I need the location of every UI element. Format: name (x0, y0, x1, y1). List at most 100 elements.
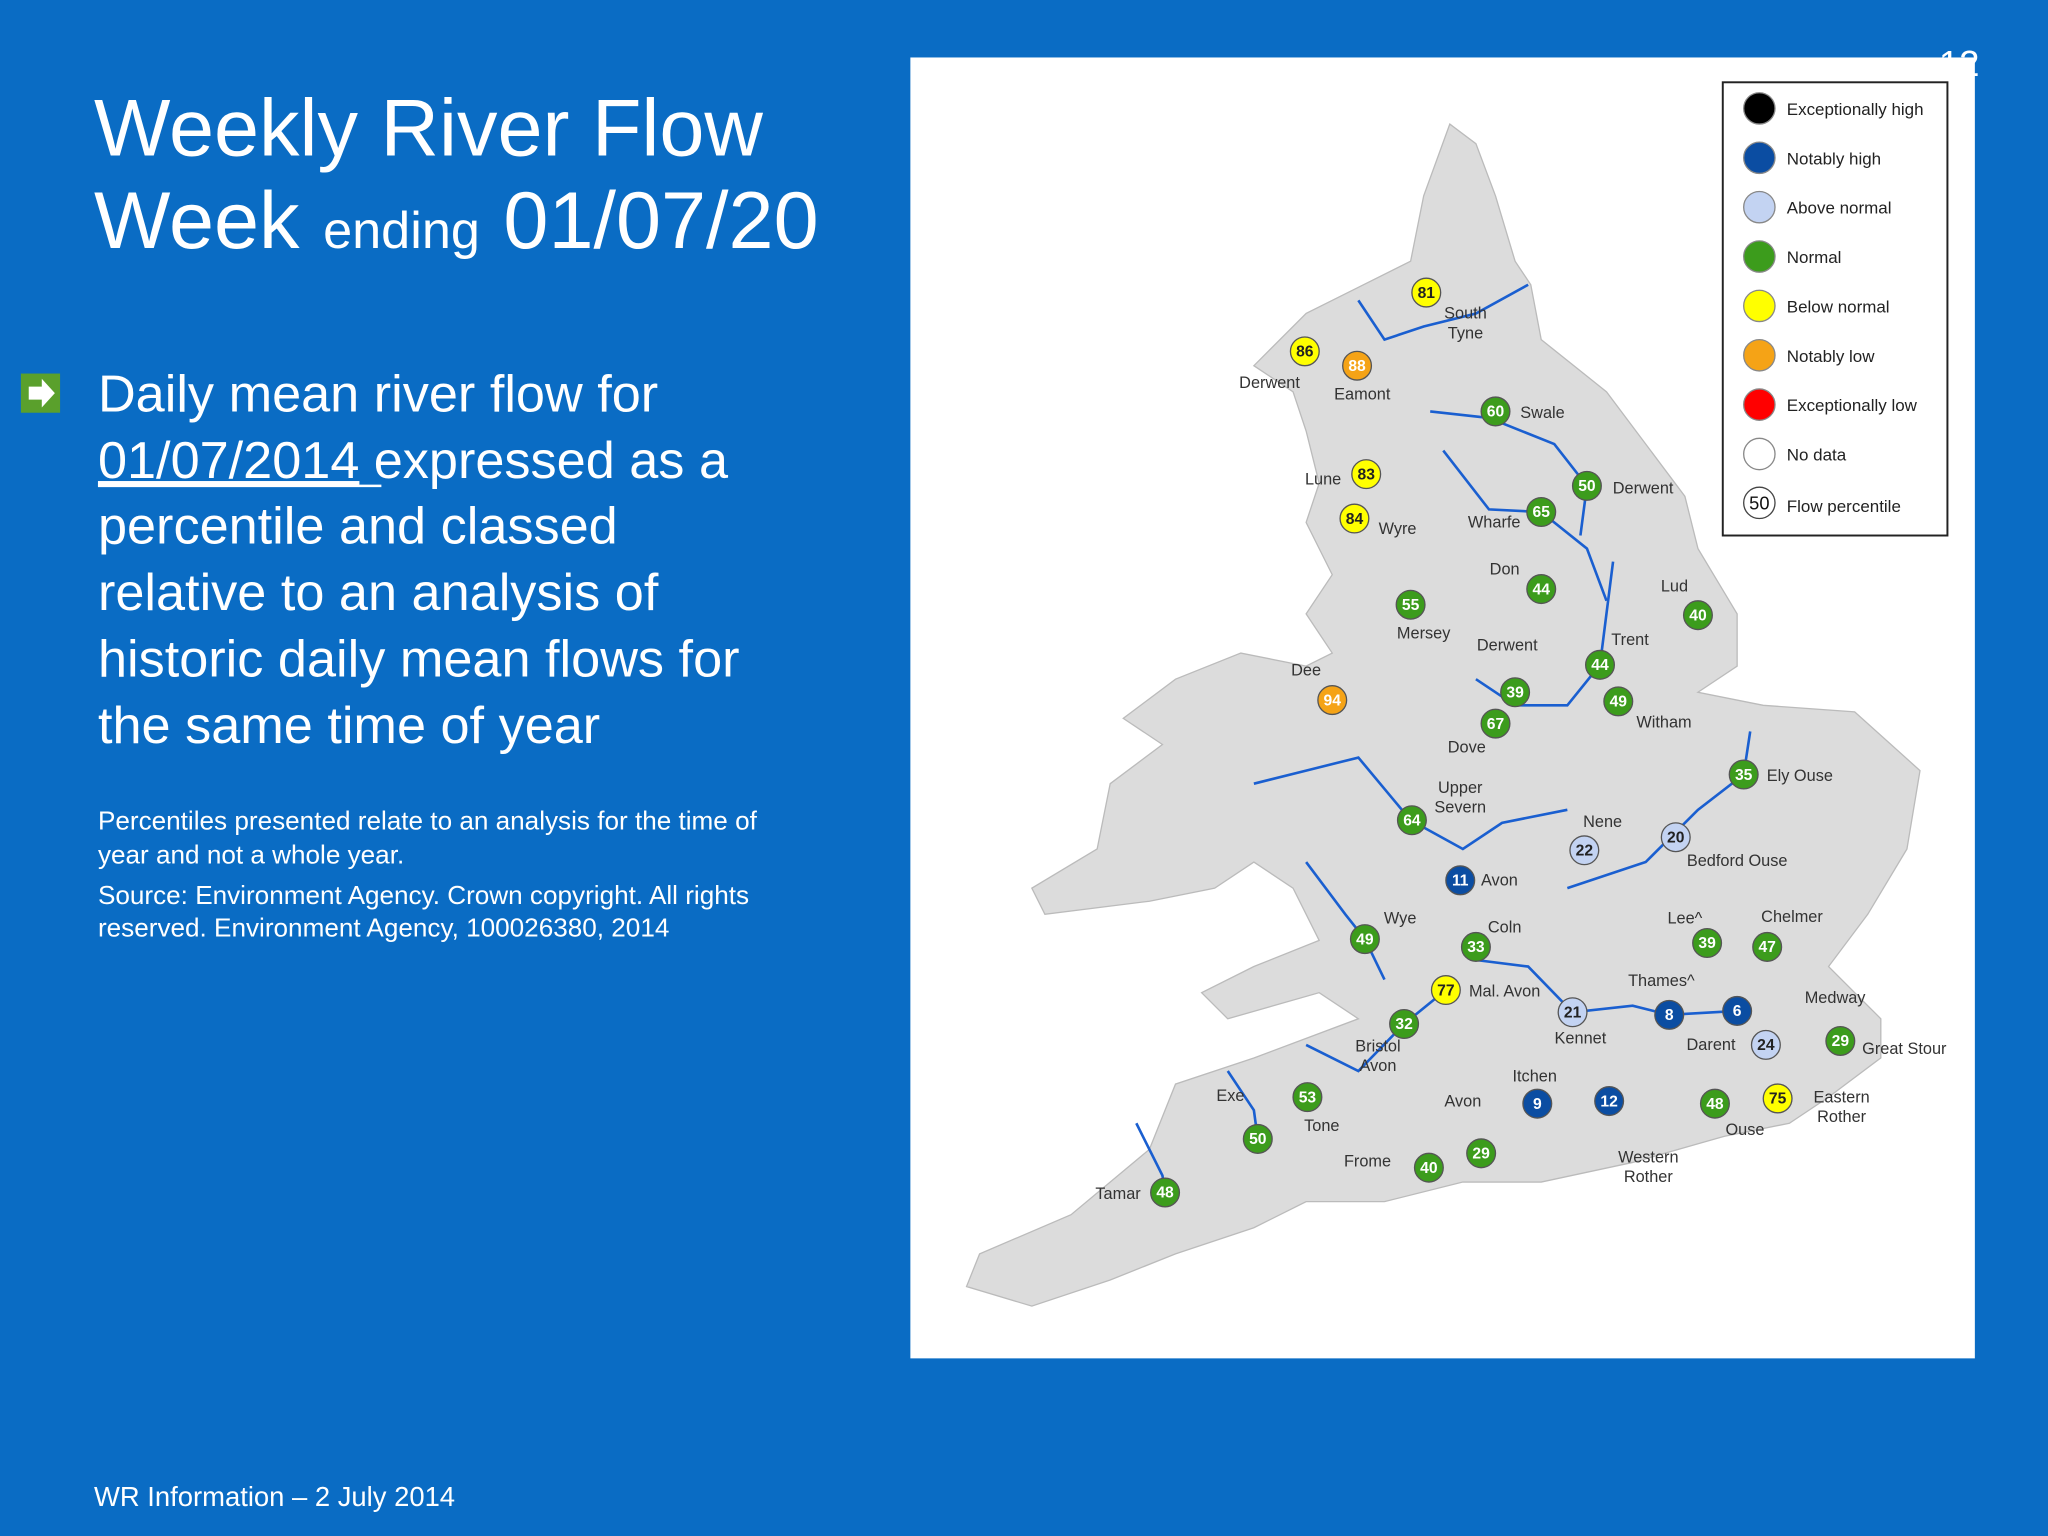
station-percentile: 22 (1576, 843, 1594, 860)
footer: WR Information – 2 July 2014 (94, 1481, 455, 1512)
station-marker (1728, 759, 1759, 790)
river-name: Great Stour (1862, 1040, 1947, 1058)
legend-swatch (1743, 289, 1776, 323)
station-percentile: 88 (1348, 358, 1366, 375)
station-marker (1339, 503, 1370, 534)
bullet-icon (20, 373, 61, 413)
station-marker (1351, 459, 1382, 490)
station-percentile: 50 (1578, 478, 1596, 495)
gauging-station: 77 Mal. Avon (1430, 975, 1540, 1006)
river-name: Tone (1304, 1117, 1339, 1135)
legend-label: Above normal (1787, 199, 1892, 218)
station-marker (1526, 574, 1557, 605)
station-marker (1289, 336, 1320, 367)
note-line: reserved. Environment Agency, 100026380,… (98, 912, 669, 942)
legend-sample: 50 (1749, 492, 1769, 513)
river-name: Upper (1438, 779, 1483, 797)
station-marker (1762, 1083, 1793, 1114)
gauging-station: 21 Kennet (1555, 997, 1607, 1048)
legend-swatch (1743, 141, 1776, 175)
river-name: Nene (1583, 813, 1622, 831)
station-marker (1584, 649, 1616, 680)
river-name: Dove (1448, 738, 1486, 756)
gauging-station: 84 Wyre (1339, 503, 1417, 538)
station-percentile: 60 (1487, 404, 1505, 421)
station-percentile: 53 (1299, 1089, 1317, 1106)
river-name: Avon (1444, 1092, 1481, 1110)
station-percentile: 83 (1357, 466, 1375, 483)
station-percentile: 33 (1467, 939, 1485, 956)
gauging-station: 49 Wye (1349, 909, 1416, 955)
river-name: Thames^ (1628, 972, 1695, 990)
river-name: Mal. Avon (1469, 983, 1540, 1001)
gauging-station: 50 Exe (1216, 1087, 1273, 1154)
station-percentile: 6 (1733, 1003, 1742, 1020)
river-name: Derwent (1613, 480, 1674, 498)
station-marker (1654, 999, 1685, 1030)
gauging-station: 11 Avon (1445, 865, 1518, 896)
bullet-line: Daily mean river flow for (98, 365, 658, 423)
station-percentile: 64 (1403, 812, 1421, 829)
legend-label: No data (1787, 446, 1847, 465)
station-marker (1349, 924, 1380, 955)
bullet-line: historic daily mean flows for (98, 631, 740, 689)
river-name: Coln (1488, 919, 1522, 937)
gauging-station: 55 Mersey (1395, 589, 1451, 643)
station-percentile: 39 (1506, 684, 1524, 701)
gauging-station: 48 Tamar (1095, 1177, 1181, 1208)
station-marker (1411, 277, 1442, 308)
legend-swatch (1743, 92, 1776, 125)
station-marker (1526, 496, 1557, 528)
river-name: Mersey (1397, 625, 1451, 643)
station-percentile: 29 (1832, 1033, 1850, 1050)
gauging-station: 86 Derwent (1239, 336, 1320, 392)
gauging-station: 60 Swale (1480, 396, 1565, 427)
station-percentile: 24 (1757, 1037, 1775, 1054)
legend-label: Below normal (1787, 297, 1890, 316)
gauging-station: 8 Thames^ (1628, 972, 1695, 1030)
gauging-station: 88 Eamont (1334, 350, 1391, 404)
station-marker (1445, 865, 1476, 896)
station-percentile: 40 (1420, 1160, 1438, 1177)
station-percentile: 86 (1296, 344, 1314, 361)
station-percentile: 49 (1356, 931, 1374, 948)
gauging-station: 9 Itchen (1512, 1067, 1557, 1119)
station-percentile: 84 (1346, 511, 1364, 528)
station-marker (1395, 589, 1426, 620)
station-marker (1571, 470, 1602, 501)
river-name: Severn (1434, 798, 1486, 816)
gauging-station: 22 Nene (1569, 813, 1622, 866)
station-percentile: 12 (1600, 1093, 1618, 1110)
station-marker (1242, 1123, 1273, 1154)
river-name: Itchen (1512, 1067, 1556, 1085)
river-name: Witham (1636, 714, 1691, 732)
river-name: Trent (1611, 631, 1649, 649)
bullet-line: 01/07/2014 expressed as a (98, 432, 729, 490)
station-percentile: 81 (1418, 285, 1436, 302)
river-name: Wye (1384, 909, 1416, 927)
river-name: Rother (1817, 1108, 1867, 1126)
river-name: Rother (1624, 1168, 1674, 1186)
gauging-station: 35 Ely Ouse (1728, 759, 1833, 790)
river-name: Chelmer (1761, 908, 1823, 926)
bullet-date: 01/07/2014 (98, 432, 359, 490)
station-percentile: 39 (1698, 935, 1716, 952)
gauging-station: 29 Great Stour (1825, 1025, 1947, 1058)
station-percentile: 40 (1689, 607, 1707, 624)
gauging-station: 47 Chelmer (1752, 908, 1823, 962)
gauging-station: 50 Derwent (1571, 470, 1674, 501)
river-name: Derwent (1239, 374, 1300, 392)
station-marker (1603, 686, 1634, 717)
legend-swatch (1743, 486, 1776, 520)
station-marker (1480, 708, 1511, 739)
legend-label: Notably high (1787, 149, 1881, 168)
gauging-station: 32 Bristol Avon (1355, 1008, 1420, 1075)
station-marker (1389, 1008, 1420, 1040)
title-line: Weekly River Flow (94, 83, 763, 173)
station-marker (1150, 1177, 1181, 1208)
station-percentile: 8 (1665, 1007, 1674, 1024)
